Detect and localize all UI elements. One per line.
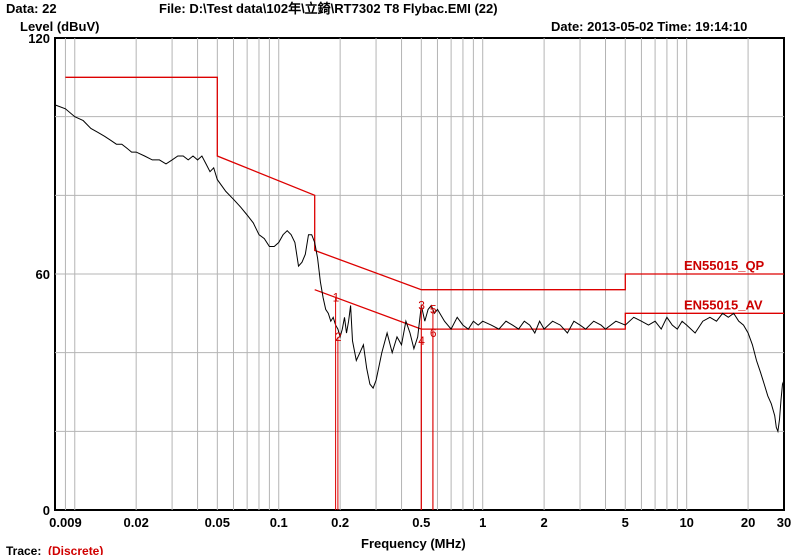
data-label: Data: 22 [6, 1, 57, 16]
marker-label-3: 3 [418, 298, 425, 312]
x-tick-label: 30 [777, 515, 791, 530]
marker-label-2: 2 [335, 330, 342, 344]
x-tick-label: 0.02 [124, 515, 149, 530]
y-tick-label: 120 [28, 31, 50, 46]
x-tick-label: 5 [622, 515, 629, 530]
x-tick-label: 0.05 [205, 515, 230, 530]
y-tick-label: 0 [43, 503, 50, 518]
y-tick-labels: 0 60 120 [28, 31, 50, 518]
x-tick-label: 2 [540, 515, 547, 530]
trace-value: (Discrete) [48, 544, 103, 555]
limit-line-en55015-qp [65, 76, 784, 291]
x-tick-label: 0.1 [270, 515, 288, 530]
x-tick-label: 1 [479, 515, 486, 530]
file-label: File: D:\Test data\102年\立錡\RT7302 T8 Fly… [159, 1, 498, 16]
marker-label-5: 5 [430, 302, 437, 316]
x-tick-label: 0.2 [331, 515, 349, 530]
limit-line-en55015-av [314, 289, 784, 330]
y-axis-label: Level (dBuV) [20, 19, 99, 34]
y-tick-label: 60 [36, 267, 50, 282]
limit-lines: EN55015_QP EN55015_AV [65, 76, 784, 330]
markers: 1 2 3 4 5 6 [333, 291, 437, 510]
x-tick-label: 10 [679, 515, 693, 530]
marker-label-6: 6 [430, 326, 437, 340]
trace [54, 104, 785, 434]
x-tick-label: 0.009 [49, 515, 82, 530]
trace-label: Trace: [6, 544, 41, 555]
trace-line-0 [54, 104, 785, 434]
limit-label-en55015-av: EN55015_AV [684, 297, 763, 312]
x-axis-label: Frequency (MHz) [361, 536, 466, 551]
marker-label-1: 1 [333, 291, 340, 305]
x-tick-label: 0.5 [412, 515, 430, 530]
x-tick-labels: 0.009 0.02 0.05 0.1 0.2 0.5 1 2 5 10 20 30 [49, 515, 791, 530]
x-tick-label: 20 [741, 515, 755, 530]
date-time-label: Date: 2013-05-02 Time: 19:14:10 [551, 19, 747, 34]
marker-label-4: 4 [418, 334, 425, 348]
limit-label-en55015-qp: EN55015_QP [684, 258, 765, 273]
